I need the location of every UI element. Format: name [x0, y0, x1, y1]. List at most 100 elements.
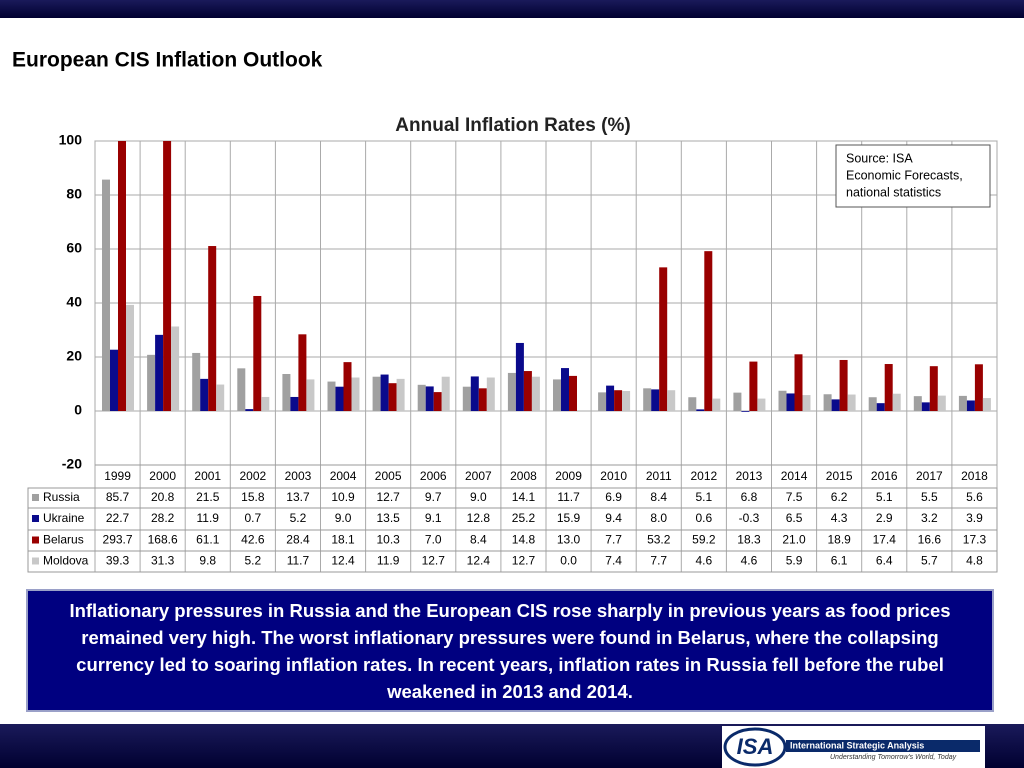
table-cell: 4.6 [741, 554, 758, 568]
table-cell: 13.5 [376, 511, 400, 525]
table-cell: 12.4 [331, 554, 355, 568]
table-cell: 42.6 [241, 533, 265, 547]
bar [868, 397, 877, 411]
bar [380, 374, 389, 411]
bar [441, 376, 450, 411]
bar [192, 352, 201, 411]
x-tick-label: 2006 [420, 469, 447, 483]
table-cell: 14.8 [512, 533, 536, 547]
table-cell: 6.8 [741, 490, 758, 504]
table-cell: 18.9 [827, 533, 851, 547]
bar [261, 396, 270, 411]
bar [659, 267, 668, 411]
table-cell: 0.7 [245, 511, 262, 525]
annotation: national statistics [846, 185, 941, 199]
bar [208, 246, 217, 411]
table-cell: 4.8 [966, 554, 983, 568]
table-cell: 9.7 [425, 490, 442, 504]
bar [622, 391, 631, 411]
bar [688, 397, 697, 411]
legend-label: Belarus [43, 533, 84, 547]
table-cell: 7.0 [425, 533, 442, 547]
table-cell: 5.6 [966, 490, 983, 504]
table-cell: 17.4 [873, 533, 897, 547]
annotation-box [835, 144, 991, 208]
table-cell: 6.9 [605, 490, 622, 504]
legend-swatch [32, 515, 39, 522]
x-tick-label: 2007 [465, 469, 492, 483]
bar [486, 377, 495, 411]
table-cell: 59.2 [692, 533, 716, 547]
table-cell: 85.7 [106, 490, 130, 504]
y-tick-label: 0 [74, 402, 82, 418]
x-tick-label: 2017 [916, 469, 943, 483]
bar [667, 390, 676, 411]
table-cell: 39.3 [106, 554, 130, 568]
bar [892, 393, 901, 411]
x-tick-label: 2010 [600, 469, 627, 483]
table-cell: 25.2 [512, 511, 536, 525]
logo-bar [786, 740, 980, 752]
x-tick-label: 2002 [239, 469, 266, 483]
x-tick-label: 2011 [646, 469, 672, 483]
bar [351, 377, 360, 411]
bar [290, 396, 299, 411]
summary-text: Inflationary pressures in Russia and the… [26, 589, 994, 712]
bar [237, 368, 246, 411]
bar [417, 384, 426, 411]
logo-mark: ISA [737, 734, 774, 759]
y-tick-label: 40 [66, 294, 82, 310]
bar [523, 371, 532, 411]
table-cell: -0.3 [739, 511, 760, 525]
table-cell: 9.4 [605, 511, 622, 525]
legend-swatch [32, 494, 39, 501]
legend-swatch [32, 557, 39, 565]
bar [913, 396, 922, 411]
bar [282, 374, 291, 411]
table-cell: 15.9 [557, 511, 581, 525]
bar [553, 379, 561, 411]
bar [958, 395, 967, 411]
table-cell: 6.2 [831, 490, 848, 504]
bar [982, 398, 991, 411]
x-tick-label: 2001 [194, 469, 221, 483]
table-cell: 22.7 [106, 511, 130, 525]
table-cell: 8.4 [650, 490, 667, 504]
bar [343, 362, 352, 411]
bar [823, 394, 832, 411]
table-cell: 5.9 [786, 554, 803, 568]
bar [778, 390, 787, 411]
table-cell: 293.7 [103, 533, 133, 547]
table-cell: 13.0 [557, 533, 581, 547]
bar [733, 392, 742, 411]
chart-title: Annual Inflation Rates (%) [395, 115, 630, 136]
bar [147, 354, 156, 411]
bar [462, 386, 471, 411]
table-cell: 11.7 [287, 554, 310, 568]
x-tick-label: 2014 [781, 469, 808, 483]
legend-label: Russia [43, 490, 80, 504]
x-tick-label: 2013 [736, 469, 763, 483]
bar [388, 383, 397, 411]
bar [569, 375, 577, 411]
table-cell: 20.8 [151, 490, 175, 504]
bar [163, 141, 172, 411]
bar [327, 381, 336, 411]
bar [433, 392, 442, 411]
bar [470, 376, 479, 411]
x-tick-label: 1999 [104, 469, 131, 483]
table-cell: 13.7 [286, 490, 310, 504]
table-cell: 12.7 [376, 490, 400, 504]
y-tick-label: -20 [62, 456, 82, 472]
x-tick-label: 2003 [285, 469, 312, 483]
logo-oval [723, 727, 787, 767]
table-cell: 8.4 [470, 533, 487, 547]
legend-swatch [32, 536, 39, 544]
annotation: Economic Forecasts, [846, 168, 963, 182]
table-cell: 28.4 [286, 533, 310, 547]
bar [396, 378, 405, 411]
table-cell: 12.7 [422, 554, 446, 568]
x-tick-label: 2012 [690, 469, 717, 483]
table-cell: 7.7 [605, 533, 622, 547]
